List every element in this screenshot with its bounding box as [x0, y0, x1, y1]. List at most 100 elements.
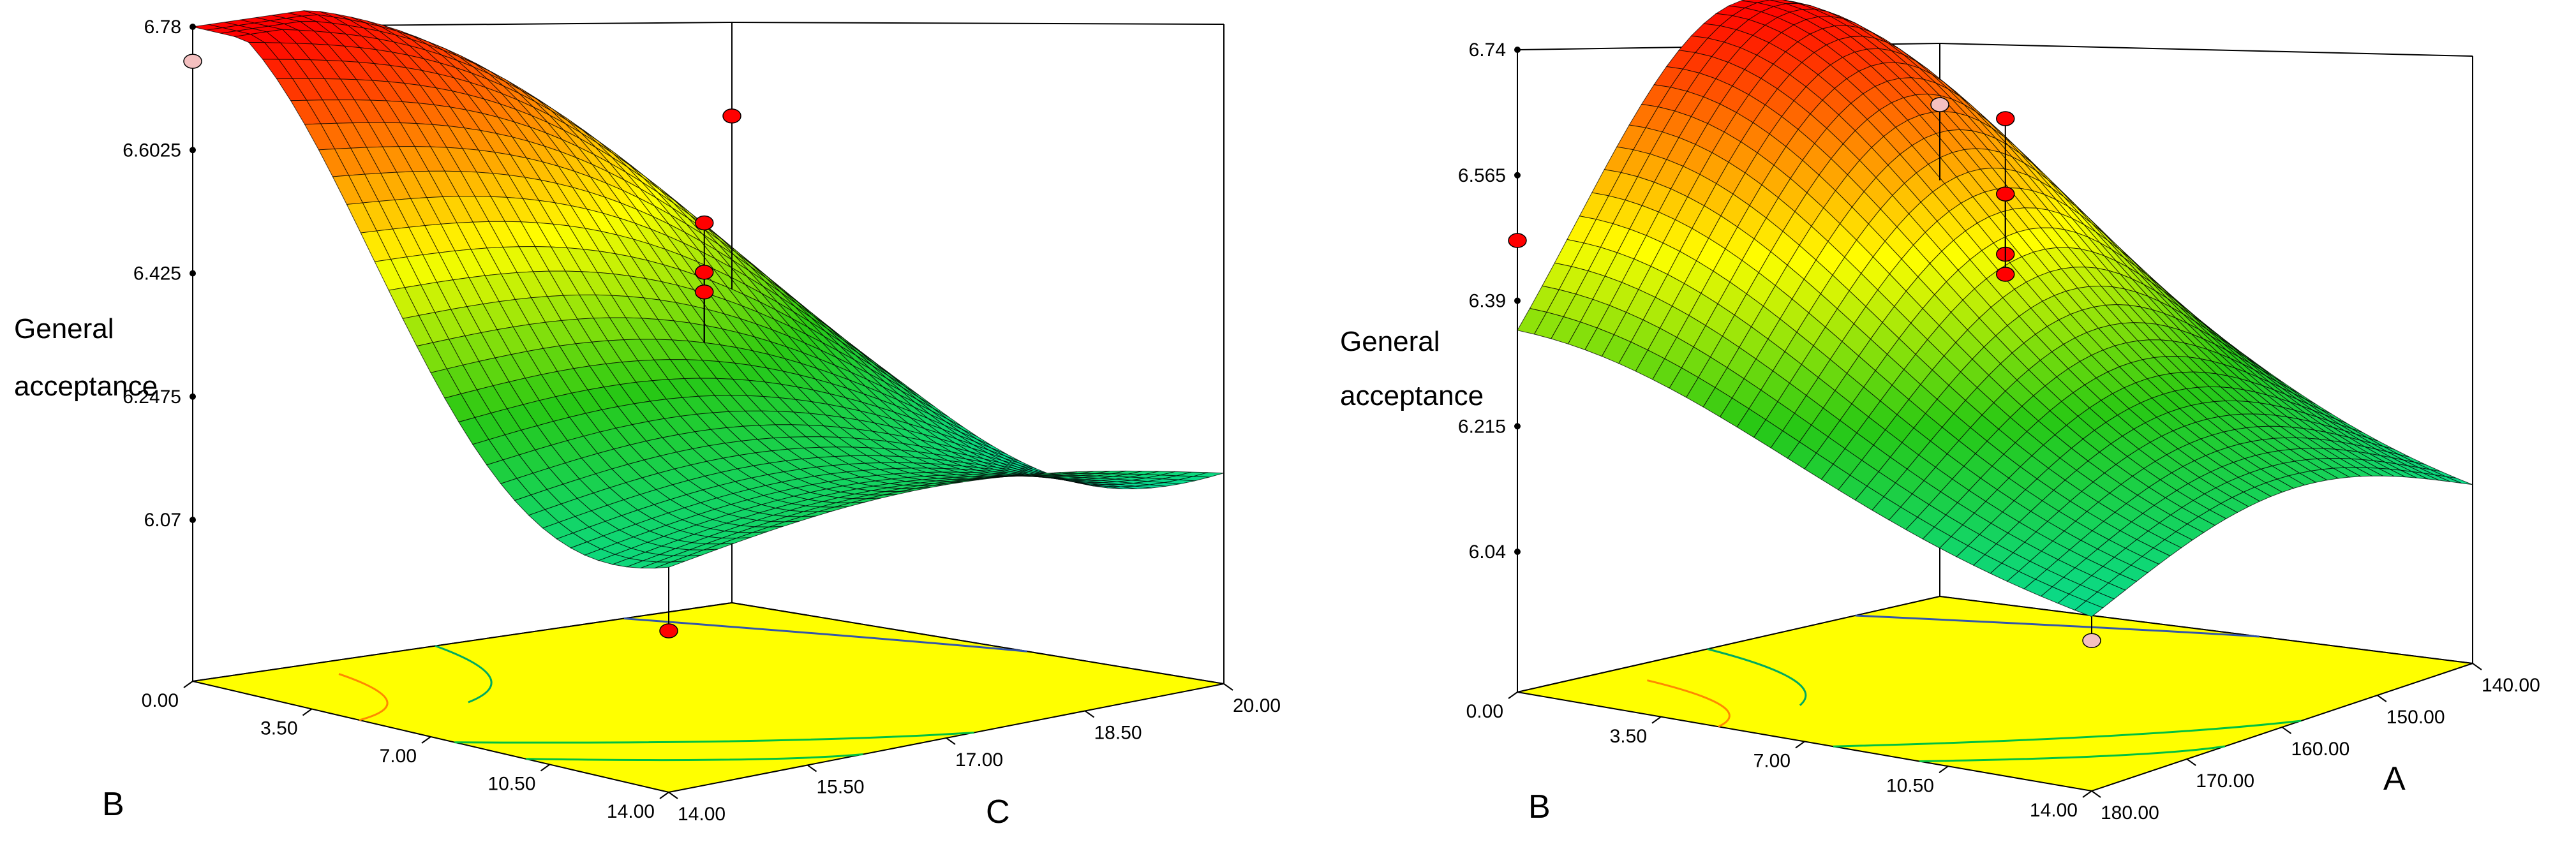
z-tick-label: 6.78 — [144, 17, 181, 38]
x2-tick-mark — [1223, 683, 1233, 691]
design-point — [722, 108, 741, 124]
design-point — [659, 623, 678, 639]
x2-tick-label: 160.00 — [2291, 739, 2350, 760]
contour-line — [1919, 745, 2226, 762]
z-tick-label: 6.04 — [1469, 542, 1506, 563]
z-tick-mark — [190, 24, 196, 30]
z-axis: 6.78 6.6025 6.425 6.2475 6.07 — [123, 17, 196, 531]
b-tick-mark — [659, 792, 669, 799]
x2-tick-mark — [2377, 695, 2387, 702]
design-point — [695, 265, 714, 280]
b-tick-mark — [1939, 765, 1949, 774]
z-tick-label: 6.39 — [1469, 291, 1506, 312]
z-tick-mark — [1514, 297, 1521, 304]
b-tick-label: 0.00 — [1466, 701, 1503, 722]
contour-line — [1833, 720, 2302, 748]
b-axis-ticks: 0.00 3.50 7.00 10.50 14.00 — [1466, 691, 2092, 821]
design-point — [183, 54, 202, 69]
z-tick-mark — [190, 517, 196, 523]
surface-patch — [654, 561, 685, 569]
z-axis: 6.74 6.565 6.39 6.215 6.04 — [1458, 40, 1521, 563]
b-tick-mark — [302, 708, 313, 716]
x2-tick-label: 170.00 — [2196, 771, 2254, 792]
z-axis-label-line-1: General — [14, 313, 114, 344]
z-tick-label: 6.215 — [1458, 416, 1506, 437]
design-point — [695, 284, 714, 300]
design-point — [2082, 633, 2101, 649]
z-tick-mark — [190, 147, 196, 154]
z-axis-label-line-2: acceptance — [1340, 380, 1484, 411]
contour-line — [623, 617, 1027, 653]
design-points — [1508, 97, 2101, 649]
x2-tick-label: 17.00 — [955, 749, 1003, 771]
z-tick-mark — [1514, 423, 1521, 430]
design-point — [1930, 97, 1949, 112]
z-tick-mark — [1514, 172, 1521, 179]
x2-tick-label: 140.00 — [2482, 675, 2540, 696]
z-tick-label: 6.74 — [1469, 40, 1506, 61]
box-edge — [1939, 43, 2473, 57]
b-axis-ticks: 0.00 3.50 7.00 10.50 14.00 — [142, 681, 669, 822]
surface-plot-right: 6.74 6.565 6.39 6.215 6.04 General acceptanc… — [1340, 0, 2540, 825]
design-point — [1996, 186, 2015, 202]
z-tick-label: 6.07 — [144, 510, 181, 531]
z-tick-mark — [1514, 47, 1521, 53]
b-tick-mark — [2082, 790, 2092, 798]
z-tick-label: 6.2475 — [123, 387, 181, 408]
design-point — [1996, 111, 2015, 126]
z-tick-label: 6.425 — [133, 263, 181, 284]
design-point — [695, 215, 714, 231]
b-tick-label: 7.00 — [380, 746, 417, 767]
z-axis-label-line-1: General — [1340, 326, 1440, 357]
b-tick-mark — [421, 736, 431, 744]
x2-tick-mark — [2186, 758, 2196, 766]
c-axis-label: C — [986, 794, 1010, 831]
z-tick-label: 6.6025 — [123, 140, 181, 161]
response-surface — [1517, 0, 2473, 617]
z-tick-label: 6.565 — [1458, 165, 1506, 186]
x2-tick-label: 20.00 — [1233, 695, 1281, 716]
contour-line — [338, 673, 389, 721]
b-tick-label: 10.50 — [1886, 775, 1934, 796]
contour-floor — [1517, 595, 2473, 792]
c-axis-ticks: 14.00 15.50 17.00 18.50 20.00 — [668, 683, 1281, 825]
x2-tick-mark — [2472, 663, 2482, 670]
contour-line — [1707, 648, 1807, 706]
b-tick-label: 3.50 — [1610, 726, 1647, 747]
box-edge — [731, 22, 1225, 25]
b-tick-mark — [540, 764, 551, 772]
surface-plot-left: 6.78 6.6025 6.425 6.2475 6.07 General accept… — [14, 10, 1281, 831]
b-tick-mark — [1795, 741, 1805, 749]
x2-tick-mark — [2091, 790, 2101, 798]
floor-plane — [192, 602, 1225, 794]
x2-tick-mark — [2281, 727, 2292, 734]
floor-plane — [1517, 595, 2473, 792]
a-axis-label: A — [2383, 760, 2406, 797]
design-points — [183, 27, 741, 639]
b-tick-mark — [1651, 716, 1662, 724]
z-tick-mark — [190, 270, 196, 277]
z-axis-label-line-2: acceptance — [14, 371, 158, 402]
b-tick-label: 0.00 — [142, 690, 179, 711]
design-point — [1996, 267, 2015, 282]
x2-tick-label: 18.50 — [1094, 723, 1142, 744]
b-tick-label: 3.50 — [260, 718, 297, 739]
b-tick-label: 14.00 — [607, 801, 655, 822]
b-axis-label: B — [102, 786, 124, 823]
contour-line — [526, 753, 863, 762]
x2-tick-mark — [807, 764, 817, 772]
contour-line — [435, 645, 493, 704]
b-axis-label: B — [1528, 788, 1551, 825]
b-tick-label: 14.00 — [2030, 800, 2078, 821]
contour-line — [454, 732, 974, 744]
x2-tick-mark — [946, 737, 956, 745]
b-tick-label: 10.50 — [488, 774, 535, 795]
a-axis-ticks: 180.00 170.00 160.00 150.00 140.00 — [2091, 663, 2540, 823]
x2-tick-mark — [1084, 710, 1095, 718]
x2-tick-label: 15.50 — [817, 777, 865, 798]
surface-patch — [2074, 600, 2104, 617]
contour-line — [1647, 679, 1731, 728]
b-tick-mark — [183, 681, 193, 688]
design-point — [1508, 233, 1527, 248]
b-tick-mark — [1508, 691, 1518, 699]
